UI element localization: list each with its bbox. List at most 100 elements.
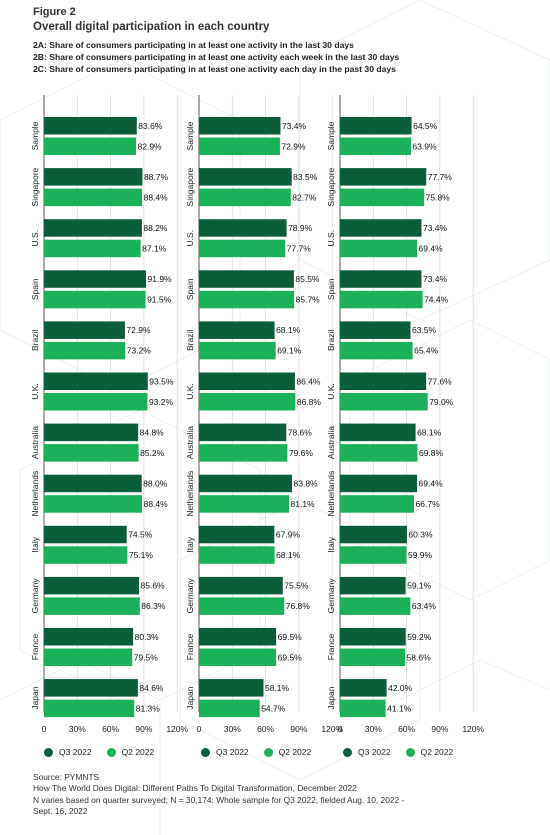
data-label-2a: 87.1% (142, 243, 167, 253)
category-label-2b: Brazil (185, 330, 195, 351)
data-label-2c: 68.1% (417, 427, 442, 437)
data-label-2c: 73.4% (423, 223, 448, 233)
bar-2a-q3 (44, 423, 139, 442)
bar-2c-q3 (340, 525, 407, 544)
data-label-2a: 93.2% (149, 397, 174, 407)
category-label-2b: Australia (185, 426, 195, 459)
category-label-2b: Spain (185, 278, 195, 300)
bar-2b-q3 (199, 372, 295, 390)
data-label-2c: 69.4% (419, 478, 444, 488)
category-label-2a: Australia (30, 426, 40, 459)
legend-item-q2: Q2 2022 (263, 747, 311, 757)
data-label-2b: 81.1% (291, 499, 316, 509)
bar-2a-q2 (44, 239, 141, 258)
bar-2a-q2 (44, 495, 143, 513)
bar-2a-q2 (44, 597, 140, 615)
data-label-2a: 88.4% (144, 499, 169, 509)
chart-header: Figure 2 Overall digital participation i… (33, 6, 399, 75)
category-label-2c: France (326, 634, 336, 661)
category-label-2b: U.S. (185, 230, 195, 247)
data-label-2b: 72.9% (281, 141, 306, 151)
data-label-2c: 63.4% (412, 601, 437, 611)
data-label-2b: 69.5% (278, 632, 303, 642)
bar-2a-q3 (44, 219, 142, 237)
legend-2c: Q3 2022 Q2 2022 (343, 747, 468, 757)
bar-2b-q2 (199, 648, 277, 666)
subtitle-2b: 2B: Share of consumers participating in … (33, 52, 400, 62)
bar-2b-q3 (199, 219, 287, 237)
category-label-2a: Singapore (30, 167, 40, 206)
data-label-2b: 77.7% (287, 243, 312, 253)
category-label-2b: France (185, 634, 195, 661)
bar-2b-q2 (199, 444, 288, 462)
bar-2a-q2 (44, 444, 139, 462)
data-label-2c: 74.4% (424, 295, 449, 305)
category-label-2b: Japan (185, 686, 195, 709)
data-label-2b: 69.5% (278, 652, 303, 662)
bar-2b-q3 (199, 423, 287, 442)
x-tick-label-2b: 90% (290, 724, 307, 734)
data-label-2c: 59.9% (408, 550, 433, 560)
bar-2a-q3 (44, 270, 147, 288)
bar-2b-q2 (199, 495, 290, 513)
data-label-2a: 82.9% (138, 141, 163, 151)
data-label-2a: 72.9% (126, 325, 151, 335)
bar-2b-q2 (199, 188, 291, 207)
data-label-2c: 58.6% (407, 652, 432, 662)
bar-2a-q2 (44, 290, 146, 309)
data-label-2b: 69.1% (277, 346, 302, 356)
bar-2b-q2 (199, 597, 285, 615)
category-label-2a: Japan (30, 686, 40, 709)
bar-2b-q3 (199, 576, 283, 595)
category-label-2b: Singapore (185, 167, 195, 206)
data-label-2b: 68.1% (276, 325, 301, 335)
data-label-2a: 79.5% (134, 652, 159, 662)
data-label-2b: 54.7% (261, 703, 286, 713)
x-tick-label-2a: 90% (135, 724, 152, 734)
bar-2a-q3 (44, 525, 127, 544)
x-tick-label-2c: 0 (338, 724, 343, 734)
data-label-2a: 88.7% (144, 172, 169, 182)
bar-2b-q2 (199, 393, 296, 411)
bar-2a-q3 (44, 321, 125, 339)
bar-2c-q2 (340, 290, 423, 309)
data-label-2b: 78.6% (288, 427, 313, 437)
legend-item-q3: Q3 2022 (201, 747, 249, 757)
x-tick-label-2a: 120% (166, 724, 188, 734)
data-label-2a: 73.2% (127, 346, 152, 356)
legend-label-q3: Q3 2022 (59, 747, 92, 757)
source-line: Source: PYMNTS (33, 772, 100, 782)
data-label-2b: 86.8% (297, 397, 322, 407)
bar-2b-q2 (199, 137, 280, 155)
bar-2b-q3 (199, 679, 264, 697)
x-tick-label-2c: 60% (398, 724, 415, 734)
note-line-1: N varies based on quarter surveyed; N = … (33, 794, 405, 805)
category-label-2b: Netherlands (185, 471, 195, 517)
bar-2c-q3 (340, 372, 427, 390)
category-label-2a: Germany (30, 578, 40, 614)
data-label-2b: 79.6% (289, 448, 314, 458)
x-tick-label-2b: 30% (224, 724, 241, 734)
legend-item-q3: Q3 2022 (44, 747, 92, 757)
bar-2a-q2 (44, 341, 126, 360)
data-label-2c: 73.4% (423, 274, 448, 284)
data-label-2b: 86.4% (296, 376, 321, 386)
x-tick-label-2a: 60% (102, 724, 119, 734)
legend-2b: Q3 2022 Q2 2022 (201, 747, 326, 757)
category-label-2a: Sample (30, 121, 40, 150)
bar-2b-q2 (199, 290, 295, 309)
x-tick-label-2c: 120% (462, 724, 484, 734)
data-label-2b: 68.1% (276, 550, 301, 560)
bar-2a-q2 (44, 188, 143, 207)
legend-label-q3: Q3 2022 (216, 747, 249, 757)
category-label-2c: U.K. (326, 383, 336, 400)
legend-item-q2: Q2 2022 (106, 747, 154, 757)
data-label-2c: 65.4% (414, 346, 439, 356)
data-label-2a: 88.0% (143, 478, 168, 488)
category-label-2a: France (30, 634, 40, 661)
legend-label-q2: Q2 2022 (420, 747, 454, 757)
x-tick-label-2b: 60% (257, 724, 274, 734)
category-label-2b: Italy (185, 536, 195, 552)
category-label-2a: Netherlands (30, 471, 40, 517)
bar-2b-q3 (199, 525, 275, 544)
